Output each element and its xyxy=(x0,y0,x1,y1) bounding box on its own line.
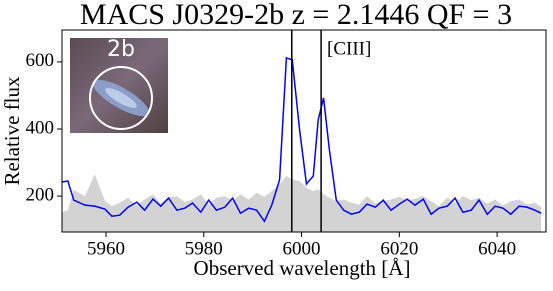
inset-label: 2b xyxy=(107,37,135,62)
inset-image: 2b xyxy=(70,37,168,133)
x-tick-label: 6000 xyxy=(283,238,321,259)
x-axis-label: Observed wavelength [Å] xyxy=(194,256,411,280)
y-tick-label: 600 xyxy=(26,50,55,71)
plot-area xyxy=(62,30,542,232)
axes: 5960 5980 6000 6020 6040 200 400 600 xyxy=(26,50,517,259)
error-area xyxy=(62,174,542,232)
flux-line xyxy=(62,56,542,223)
chart-title: MACS J0329-2b z = 2.1446 QF = 3 xyxy=(80,0,512,31)
frame xyxy=(61,29,547,233)
x-tick-label: 6020 xyxy=(380,238,418,259)
y-tick-label: 400 xyxy=(26,117,55,138)
x-tick-label: 5980 xyxy=(185,238,223,259)
y-tick-label: 200 xyxy=(26,184,55,205)
x-tick-label: 5960 xyxy=(87,238,125,259)
x-tick-label: 6040 xyxy=(478,238,516,259)
annotation: [CIII] xyxy=(327,38,371,59)
y-axis-label: Relative flux xyxy=(0,76,24,186)
